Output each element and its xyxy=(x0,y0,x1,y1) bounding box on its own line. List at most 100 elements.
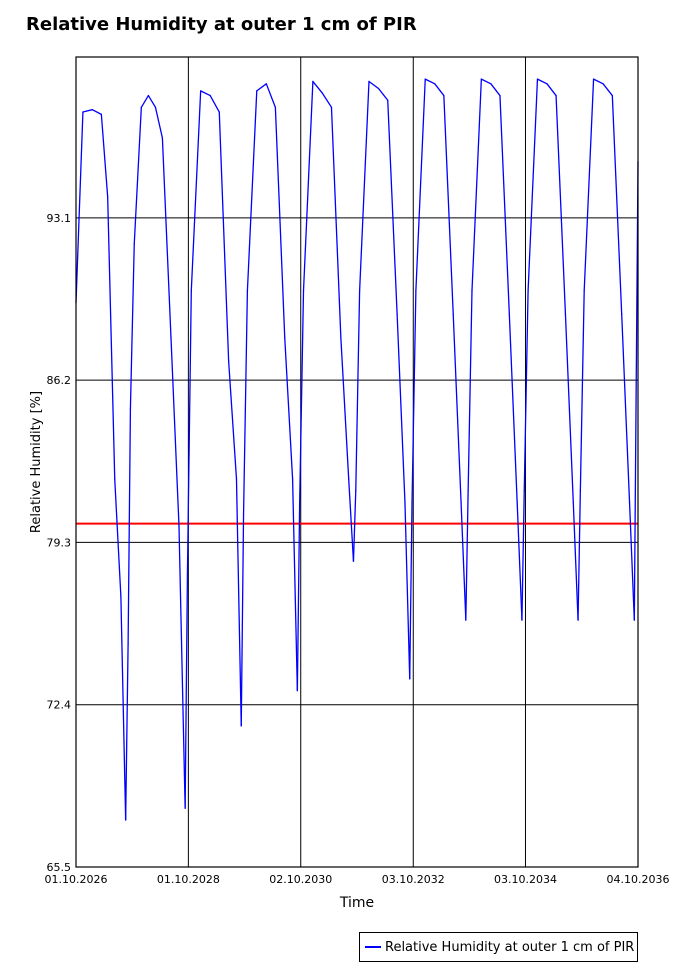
series-segment xyxy=(340,337,350,480)
series-segment xyxy=(499,94,510,315)
x-axis-label: Time xyxy=(339,895,374,911)
series-segment xyxy=(471,78,483,292)
series-segment xyxy=(161,137,172,339)
series-segment xyxy=(242,290,249,515)
legend-label: Relative Humidity at outer 1 cm of PIR xyxy=(385,939,635,955)
series-segment xyxy=(240,513,245,727)
series-segment xyxy=(490,83,501,97)
y-axis-label: Relative Humidity [%] xyxy=(29,391,44,533)
series-segment xyxy=(154,106,164,139)
x-tick-label: 03.10.2034 xyxy=(494,873,557,886)
series-segment xyxy=(170,337,180,527)
series-segment xyxy=(312,80,324,94)
series-layer xyxy=(75,78,639,821)
series-segment xyxy=(75,111,84,304)
series-segment xyxy=(411,290,417,504)
series-segment xyxy=(227,360,238,480)
series-segment xyxy=(633,160,639,621)
series-segment xyxy=(296,501,301,692)
x-tick-label: 03.10.2032 xyxy=(382,873,445,886)
series-segment xyxy=(516,501,523,621)
series-segment xyxy=(467,290,473,492)
series-segment xyxy=(546,83,557,97)
series-segment xyxy=(480,78,492,85)
series-segment xyxy=(424,78,436,85)
legend-swatch xyxy=(365,946,381,948)
series-segment xyxy=(291,478,299,692)
series-segment xyxy=(368,80,380,90)
series-segment xyxy=(302,80,314,292)
series-segment xyxy=(564,313,574,504)
series-segment xyxy=(628,501,635,621)
series-segment xyxy=(190,90,202,292)
series-segment xyxy=(218,111,230,362)
series-segment xyxy=(443,94,454,315)
series-segment xyxy=(611,94,623,315)
series-segment xyxy=(127,407,132,645)
series-segment xyxy=(274,106,286,339)
series-segment xyxy=(352,490,357,562)
series-segment xyxy=(555,94,567,315)
x-tick-label: 01.10.2026 xyxy=(45,873,108,886)
series-segment xyxy=(107,196,116,480)
y-tick-label: 79.3 xyxy=(47,536,72,549)
series-segment xyxy=(209,94,220,113)
series-segment xyxy=(147,94,157,108)
series-segment xyxy=(140,94,150,108)
series-segment xyxy=(129,243,135,410)
series-segment xyxy=(321,92,333,108)
series-segment xyxy=(572,501,579,621)
tick-layer: 65.5 72.4 79.3 86.2 93.1 01.10.2026 01.10.2028… xyxy=(45,212,670,886)
series-segment xyxy=(186,290,192,574)
series-segment xyxy=(235,478,242,727)
series-segment xyxy=(434,83,445,97)
series-segment xyxy=(527,78,539,292)
series-segment xyxy=(536,78,548,85)
series-segment xyxy=(521,490,525,621)
series-segment xyxy=(452,313,462,504)
chart-title: Relative Humidity at outer 1 cm of PIR xyxy=(26,14,417,35)
series-segment xyxy=(409,501,413,680)
grid-layer xyxy=(76,57,638,867)
plot-frame xyxy=(75,56,639,868)
series-segment xyxy=(355,290,361,492)
x-tick-label: 04.10.2036 xyxy=(607,873,670,886)
x-tick-label: 02.10.2030 xyxy=(269,873,332,886)
y-tick-label: 65.5 xyxy=(47,861,72,874)
series-segment xyxy=(465,490,469,621)
series-segment xyxy=(200,90,211,97)
series-segment xyxy=(415,78,426,292)
series-segment xyxy=(404,501,411,680)
series-segment xyxy=(120,595,127,821)
series-segment xyxy=(299,290,305,504)
y-tick-label: 86.2 xyxy=(47,374,72,387)
series-segment xyxy=(592,78,604,85)
series-segment xyxy=(358,80,370,292)
series-segment xyxy=(125,642,129,821)
series-segment xyxy=(133,106,142,245)
series-segment xyxy=(100,113,109,198)
series-segment xyxy=(184,572,189,809)
series-segment xyxy=(330,106,342,339)
series-segment xyxy=(577,490,582,621)
series-segment xyxy=(387,99,398,315)
series-segment xyxy=(621,313,631,504)
series-segment xyxy=(256,83,267,92)
series-segment xyxy=(602,83,613,97)
series-segment xyxy=(265,83,277,108)
y-tick-label: 72.4 xyxy=(47,699,72,712)
legend: Relative Humidity at outer 1 cm of PIR xyxy=(359,932,638,962)
series-segment xyxy=(583,78,595,292)
series-segment xyxy=(246,90,258,292)
series-segment xyxy=(114,478,122,598)
series-segment xyxy=(91,109,103,116)
series-segment xyxy=(579,290,585,492)
series-segment xyxy=(523,290,529,492)
series-segment xyxy=(377,87,389,101)
series-segment xyxy=(348,478,355,562)
series-segment xyxy=(284,337,294,480)
series-segment xyxy=(396,313,406,504)
series-segment xyxy=(460,501,467,621)
series-segment xyxy=(508,313,518,504)
